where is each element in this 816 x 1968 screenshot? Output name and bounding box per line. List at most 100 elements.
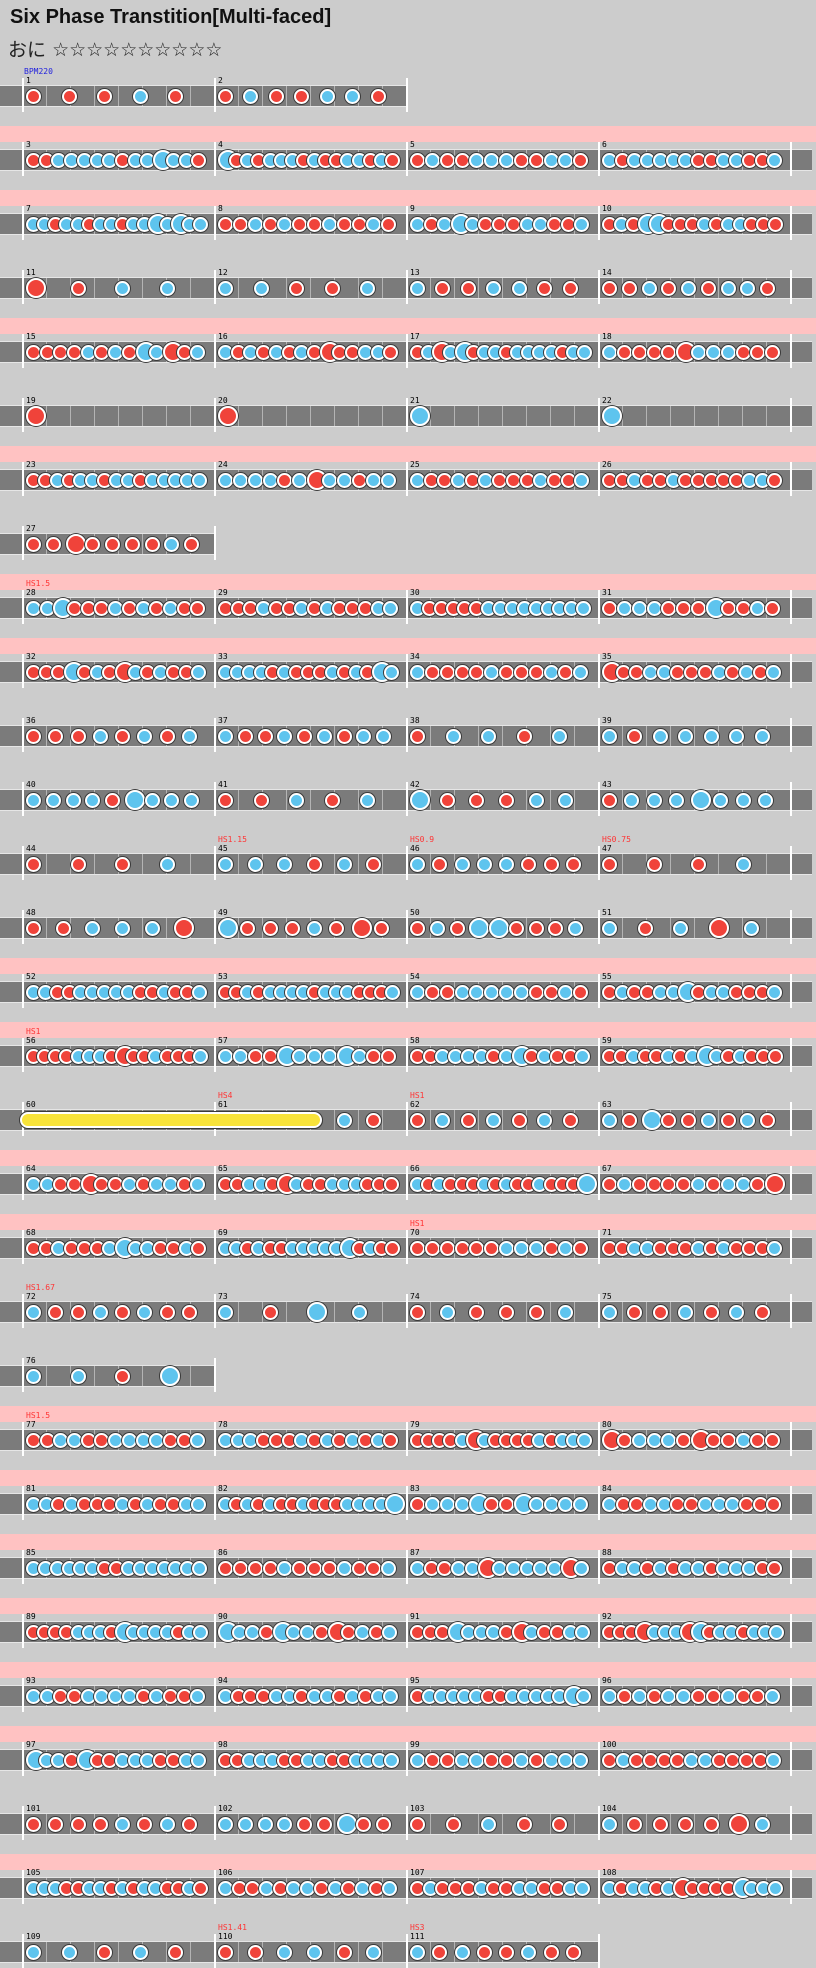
measure-bar-line bbox=[598, 1102, 600, 1136]
don-note bbox=[439, 152, 455, 168]
measure-bar-line bbox=[22, 1934, 24, 1968]
ka-note bbox=[307, 1302, 327, 1322]
don-note bbox=[351, 1560, 367, 1576]
don-note bbox=[729, 1814, 750, 1834]
measure-bar-line bbox=[22, 782, 24, 816]
measure-bar-line bbox=[406, 1614, 408, 1648]
don-note bbox=[528, 1304, 544, 1320]
don-note bbox=[725, 664, 741, 680]
measure-number: 54 bbox=[410, 972, 420, 981]
don-note bbox=[637, 920, 653, 936]
ka-note bbox=[321, 216, 337, 232]
don-note bbox=[144, 536, 160, 552]
ka-note bbox=[575, 1624, 591, 1640]
measure-number: 89 bbox=[26, 1612, 36, 1621]
ka-note bbox=[499, 984, 514, 1000]
measure-number: 76 bbox=[26, 1356, 36, 1365]
don-note bbox=[627, 1304, 643, 1320]
measure-bar-line bbox=[406, 1806, 408, 1840]
beat-line bbox=[718, 278, 719, 298]
measure-bar-line bbox=[790, 718, 792, 752]
measure-number: 79 bbox=[410, 1420, 420, 1429]
don-note bbox=[424, 1240, 440, 1256]
measure-bar-line bbox=[214, 1614, 216, 1648]
gogo-highlight bbox=[0, 190, 816, 206]
measure-number: 42 bbox=[410, 780, 420, 789]
ka-note bbox=[429, 920, 445, 936]
ka-note bbox=[410, 790, 430, 810]
ka-note bbox=[499, 152, 514, 168]
beat-line bbox=[430, 1942, 431, 1962]
scroll-speed-label: HS3 bbox=[410, 1923, 425, 1932]
beat-line bbox=[430, 1302, 431, 1322]
don-note bbox=[26, 406, 46, 426]
don-note bbox=[191, 152, 207, 168]
ka-note bbox=[410, 1752, 425, 1768]
ka-note bbox=[410, 472, 425, 488]
measure-number: 15 bbox=[26, 332, 36, 341]
measure-bar-line bbox=[406, 654, 408, 688]
ka-note bbox=[575, 1880, 591, 1896]
ka-note bbox=[735, 1432, 751, 1448]
measure-bar-line bbox=[406, 974, 408, 1008]
beat-line bbox=[382, 406, 383, 426]
measure-bar-line bbox=[406, 1422, 408, 1456]
don-note bbox=[631, 1176, 647, 1192]
beat-line bbox=[118, 86, 119, 106]
don-note bbox=[184, 536, 200, 552]
don-note bbox=[48, 1304, 64, 1320]
don-note bbox=[190, 600, 206, 616]
beat-line bbox=[574, 726, 575, 746]
don-note bbox=[435, 280, 451, 296]
don-note bbox=[137, 1816, 153, 1832]
ka-note bbox=[451, 1560, 467, 1576]
ka-note bbox=[410, 280, 425, 296]
don-note bbox=[460, 1112, 476, 1128]
beat-line bbox=[94, 86, 95, 106]
beat-line bbox=[94, 1942, 95, 1962]
don-note bbox=[70, 856, 86, 872]
ka-note bbox=[218, 472, 233, 488]
ka-note bbox=[115, 1816, 130, 1832]
beat-line bbox=[550, 406, 551, 426]
measure-bar-line bbox=[22, 142, 24, 176]
gogo-highlight bbox=[0, 1214, 816, 1230]
ka-note bbox=[602, 728, 617, 744]
beat-line bbox=[238, 790, 239, 810]
don-note bbox=[691, 600, 706, 616]
beat-line bbox=[670, 726, 671, 746]
don-note bbox=[218, 88, 233, 104]
don-note bbox=[115, 1368, 130, 1384]
ka-note bbox=[381, 1560, 397, 1576]
gogo-highlight bbox=[0, 1150, 816, 1166]
don-note bbox=[616, 1688, 632, 1704]
ka-note bbox=[528, 1240, 544, 1256]
beat-line bbox=[646, 1814, 647, 1834]
ka-note bbox=[641, 1110, 662, 1130]
measure-number: 67 bbox=[602, 1164, 612, 1173]
measure-number: 100 bbox=[602, 1740, 617, 1749]
don-note bbox=[324, 792, 340, 808]
measure-bar-line bbox=[22, 398, 24, 432]
ka-note bbox=[410, 216, 425, 232]
ka-note bbox=[533, 472, 549, 488]
don-note bbox=[454, 152, 470, 168]
ka-note bbox=[149, 1176, 165, 1192]
beat-line bbox=[190, 86, 191, 106]
don-note bbox=[351, 472, 367, 488]
don-note bbox=[105, 792, 121, 808]
don-note bbox=[383, 344, 399, 360]
ka-note bbox=[602, 1304, 617, 1320]
beat-line bbox=[694, 406, 695, 426]
measure-bar-line bbox=[22, 462, 24, 496]
measure-number: 102 bbox=[218, 1804, 233, 1813]
measure-number: 56 bbox=[26, 1036, 36, 1045]
don-note bbox=[373, 920, 389, 936]
beat-line bbox=[358, 1110, 359, 1130]
measure-bar-line bbox=[406, 1486, 408, 1520]
don-note bbox=[565, 856, 581, 872]
measure-number: 111 bbox=[410, 1932, 425, 1941]
ka-note bbox=[26, 1304, 41, 1320]
ka-note bbox=[424, 152, 440, 168]
don-note bbox=[292, 216, 308, 232]
